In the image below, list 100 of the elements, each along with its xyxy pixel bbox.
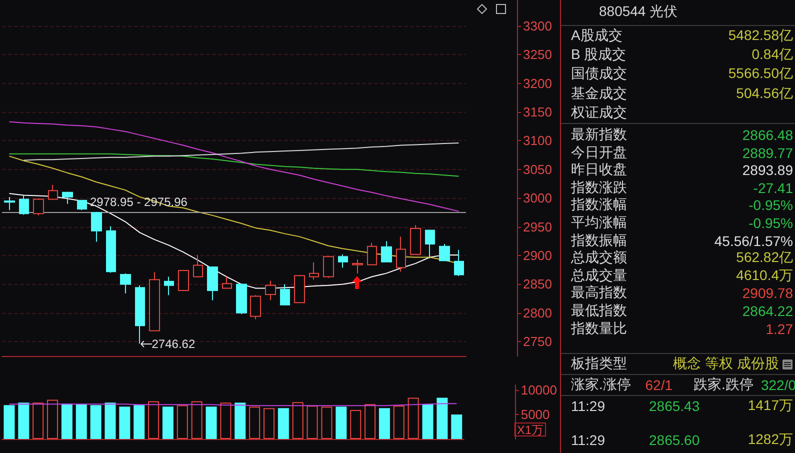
category-label: 总成交量 — [571, 266, 627, 285]
y-tick-label: 3050 — [523, 162, 552, 177]
bar — [206, 406, 217, 439]
candlestick — [4, 196, 15, 211]
text: 2864.22 — [742, 303, 793, 319]
text: 2866.48 — [742, 127, 793, 143]
bar — [18, 402, 30, 439]
category-label: 国债成交 — [571, 65, 627, 84]
bar — [104, 402, 116, 439]
y-axis-title: X1万 — [516, 423, 544, 437]
text: -27.41 — [753, 180, 793, 196]
candlestick — [338, 254, 348, 268]
bar — [408, 398, 419, 439]
text: 2893.89 — [742, 162, 793, 178]
category-label: 平均涨幅 — [571, 214, 627, 232]
candlestick — [410, 224, 421, 256]
text: 2889.77 — [742, 144, 793, 161]
candlestick — [367, 242, 377, 266]
bar — [162, 406, 174, 439]
y-tick-label: 2800 — [523, 305, 552, 320]
text: 2865.60 — [649, 432, 701, 448]
candlestick — [294, 274, 305, 304]
text: -0.95% — [748, 215, 793, 231]
bar — [378, 408, 390, 439]
category-label: 指数振幅 — [571, 232, 627, 250]
text: 322/0 — [760, 377, 795, 393]
line-series — [8, 193, 460, 290]
line-series — [23, 142, 460, 161]
y-tick-label: 3250 — [523, 47, 552, 62]
y-tick-label: 3200 — [523, 76, 552, 91]
candlestick — [323, 256, 334, 278]
bar — [278, 408, 289, 439]
bar — [176, 405, 188, 439]
text: 45.56/1.57% — [714, 232, 793, 249]
text: 概念 等权 成份股 — [673, 355, 780, 373]
candlestick — [250, 294, 261, 320]
y-tick-label: 2850 — [523, 276, 552, 292]
annotation: 2746.62 — [152, 336, 196, 351]
category-label: 今日开盘 — [571, 144, 627, 162]
category-label: 最低指数 — [571, 302, 627, 320]
candlestick — [280, 284, 290, 306]
bar — [148, 401, 160, 439]
text: 1282万 — [748, 431, 793, 449]
candlestick — [19, 195, 29, 216]
category-label: 昨日收盘 — [571, 161, 627, 180]
text: -0.95% — [748, 197, 793, 214]
text: 1417万 — [748, 397, 793, 415]
bar — [422, 404, 434, 439]
text: 5566.50亿 — [728, 65, 793, 82]
candlestick — [106, 226, 116, 274]
bar — [4, 405, 15, 439]
text: 5482.58亿 — [728, 27, 793, 43]
candlestick — [178, 269, 189, 292]
candlestick — [396, 236, 406, 272]
bar — [134, 405, 145, 439]
candlestick — [62, 191, 73, 204]
text: 1.27 — [766, 320, 793, 337]
y-tick-label: 3000 — [523, 190, 552, 206]
bar — [336, 406, 347, 439]
text: 0.84亿 — [752, 46, 793, 62]
bar — [76, 404, 87, 439]
candlestick — [309, 262, 319, 280]
bar — [234, 402, 246, 439]
text: 62/1 — [645, 377, 674, 393]
line-series — [8, 153, 460, 177]
y-tick-label: 2900 — [523, 248, 552, 264]
text: 504.56亿 — [736, 84, 793, 101]
line-series — [8, 121, 460, 212]
candlestick — [135, 284, 145, 344]
y-tick-label: 3150 — [523, 104, 552, 120]
text: 562.82亿 — [736, 249, 793, 266]
category-label: 基金成交 — [571, 84, 627, 103]
y-tick-label: 2950 — [523, 219, 552, 234]
bar — [249, 406, 260, 439]
text: 4610.4万 — [736, 266, 793, 283]
candlestick — [193, 254, 203, 278]
category-label: A股成交 — [571, 27, 622, 45]
y-tick-label: 5000 — [520, 406, 550, 422]
candlestick — [454, 249, 464, 277]
bar — [47, 400, 58, 439]
candlestick — [207, 266, 218, 301]
category-label: 指数涨跌 — [571, 178, 627, 197]
bar — [350, 410, 362, 439]
candlestick — [91, 211, 102, 242]
category-label: 最新指数 — [571, 126, 627, 144]
candlestick — [120, 272, 131, 294]
candlestick — [381, 240, 392, 262]
category-label: 权证成交 — [571, 104, 627, 122]
candlestick — [352, 259, 363, 274]
y-tick-label: 10000 — [520, 382, 558, 398]
y-tick-label: 3100 — [523, 133, 552, 148]
bar — [264, 408, 275, 439]
candlestick — [425, 229, 435, 259]
bar — [191, 401, 202, 439]
bar — [393, 406, 404, 439]
bar — [220, 402, 232, 439]
bar — [436, 398, 448, 439]
text: 板指类型 — [571, 355, 627, 373]
text: 2865.43 — [649, 398, 701, 414]
text: 11:29 — [571, 398, 606, 414]
